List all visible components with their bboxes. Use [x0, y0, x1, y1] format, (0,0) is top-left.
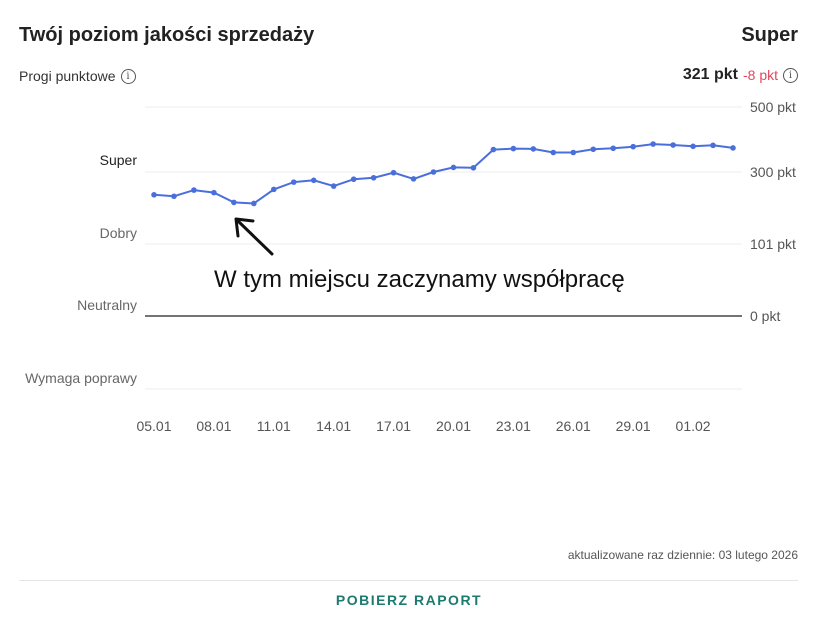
y-tick-label: 101 pkt: [750, 236, 796, 252]
data-point: [630, 143, 636, 150]
data-point: [251, 200, 257, 207]
zone-label: Dobry: [100, 225, 137, 241]
update-note: aktualizowane raz dziennie: 03 lutego 20…: [567, 548, 798, 562]
score-delta: -8 pkt: [742, 67, 778, 83]
divider: [19, 580, 798, 581]
download-report-button[interactable]: POBIERZ RAPORT: [335, 592, 483, 608]
x-tick-label: 05.01: [136, 418, 171, 434]
data-point: [410, 176, 417, 182]
zone-label: Wymaga poprawy: [25, 370, 137, 386]
data-point: [570, 149, 577, 156]
x-tick-label: 23.01: [496, 418, 531, 434]
zone-label: Super: [100, 152, 138, 168]
x-tick-label: 14.01: [316, 418, 351, 434]
x-tick-label: 29.01: [616, 418, 651, 434]
data-point: [590, 146, 597, 153]
y-tick-label: 500 pkt: [750, 99, 796, 115]
data-point: [650, 141, 656, 147]
arrow-icon: [236, 219, 274, 256]
quality-level: Super: [741, 24, 798, 46]
x-tick-label: 08.01: [196, 418, 231, 434]
x-tick-label: 26.01: [556, 418, 591, 434]
data-point: [610, 145, 617, 152]
thresholds-label: Progi punktowe: [19, 68, 116, 84]
zone-label: Neutralny: [77, 297, 137, 313]
data-point: [450, 164, 457, 171]
data-point: [510, 145, 517, 152]
data-point: [310, 177, 317, 184]
quality-chart: 500 pkt 300 pkt 101 pkt 0 pkt Super Dobry Neut…: [25, 99, 796, 434]
x-tick-label: 20.01: [436, 418, 471, 434]
data-point: [231, 199, 237, 206]
data-point: [330, 183, 337, 189]
data-point: [710, 142, 716, 149]
data-point: [270, 186, 277, 193]
data-point: [350, 176, 357, 183]
data-point: [211, 189, 217, 196]
annotation-text: W tym miejscu zaczynamy współpracę: [214, 266, 625, 293]
arrow-icon: [234, 217, 255, 238]
data-point: [490, 146, 497, 153]
data-point: [430, 169, 437, 175]
x-tick-label: 17.01: [376, 418, 411, 434]
data-point: [730, 145, 736, 151]
page-title: Twój poziom jakości sprzedaży: [19, 24, 315, 46]
data-point: [370, 174, 377, 181]
score-summary: 321 pkt -8 pkt i: [683, 66, 798, 84]
series-line: [153, 143, 734, 205]
score-value: 321 pkt: [682, 66, 738, 83]
y-tick-label: 0 pkt: [750, 308, 780, 324]
y-tick-label: 300 pkt: [750, 164, 796, 180]
data-point: [390, 169, 397, 176]
data-point: [191, 187, 197, 193]
x-tick-label: 11.01: [257, 418, 291, 434]
data-point: [470, 164, 477, 171]
data-point: [290, 179, 297, 185]
data-point: [550, 149, 557, 156]
data-point: [690, 143, 696, 150]
data-point: [530, 146, 537, 152]
thresholds-toggle[interactable]: Progi punktowe i: [19, 68, 136, 84]
data-point: [171, 193, 177, 200]
data-point: [670, 142, 676, 148]
x-tick-label: 01.02: [676, 418, 711, 434]
info-icon[interactable]: i: [120, 68, 136, 84]
data-point: [151, 191, 157, 198]
info-icon[interactable]: i: [783, 67, 798, 83]
